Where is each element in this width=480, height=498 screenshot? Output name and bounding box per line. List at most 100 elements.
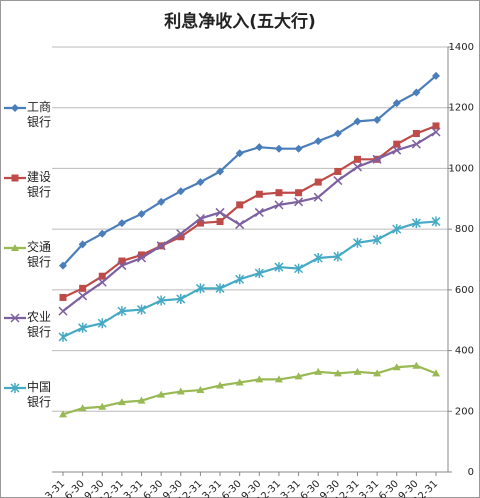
marker [275,189,283,197]
marker [274,262,284,273]
marker [235,274,245,285]
legend-label: 工商银行 [27,100,52,129]
marker [59,293,67,301]
marker [117,398,126,406]
marker [136,304,147,315]
marker [393,140,401,148]
marker [352,162,363,172]
marker [314,137,323,146]
marker [294,197,304,207]
marker [432,122,440,130]
marker [176,187,185,196]
series-line [62,364,437,416]
marker [314,178,322,186]
marker [412,130,420,138]
legend-label: 农业银行 [27,310,52,339]
marker [98,229,107,238]
marker [58,306,68,316]
marker [432,369,440,377]
marker [236,201,244,209]
marker [176,387,185,395]
marker [195,283,205,294]
marker [156,241,166,251]
marker [333,251,343,262]
marker [411,218,421,229]
marker [274,200,284,210]
y-tick-label: 1400 [449,42,474,53]
marker [216,167,225,176]
marker [118,257,126,265]
marker [352,237,363,248]
marker [97,318,107,329]
marker [432,71,440,80]
marker [97,277,107,287]
marker [353,117,362,126]
marker [98,272,106,280]
marker [177,233,185,241]
y-tick-label: 1200 [449,103,474,114]
marker [313,192,323,202]
legend-label: 建设银行 [27,170,52,199]
marker [235,378,244,386]
marker [235,220,245,230]
marker [412,361,421,369]
marker [11,174,19,182]
marker [333,369,342,377]
marker [431,127,441,137]
marker [136,253,147,263]
marker [59,261,67,270]
marker [373,369,382,377]
marker [137,396,146,404]
marker [195,213,205,224]
y-tick-label: 800 [455,224,474,235]
marker [10,313,20,323]
marker [138,251,146,259]
marker [216,218,224,226]
marker [78,322,88,333]
marker [274,375,283,383]
marker [313,252,323,263]
marker [431,216,441,227]
marker [216,381,225,389]
marker [11,244,19,251]
marker [334,167,342,175]
marker [255,190,263,198]
legend-label: 中国银行 [27,380,52,409]
y-tick-label: 1000 [449,163,474,174]
marker [294,372,303,380]
marker [254,268,264,279]
marker [58,331,68,342]
marker [333,129,342,138]
marker [117,306,127,317]
y-tick-label: 0 [468,467,474,478]
marker [274,144,283,153]
marker [196,178,205,187]
marker [314,367,323,375]
y-tick-label: 200 [455,406,474,417]
chart-title: 利息净收入(五大行) [164,11,316,32]
marker [255,375,264,383]
marker [78,291,88,301]
y-tick-label: 600 [455,285,474,296]
marker [117,219,126,228]
marker [117,261,127,271]
marker [176,293,186,304]
marker [157,390,166,398]
marker [196,386,205,394]
y-tick-label: 400 [455,346,474,357]
marker [392,224,402,235]
marker [295,189,303,197]
marker [59,410,67,418]
marker [235,149,244,158]
marker [11,104,19,112]
marker [372,234,382,245]
marker [215,207,225,217]
marker [294,263,304,274]
marker [10,383,20,393]
marker [157,197,166,206]
series-line [62,131,437,312]
marker [412,88,421,97]
